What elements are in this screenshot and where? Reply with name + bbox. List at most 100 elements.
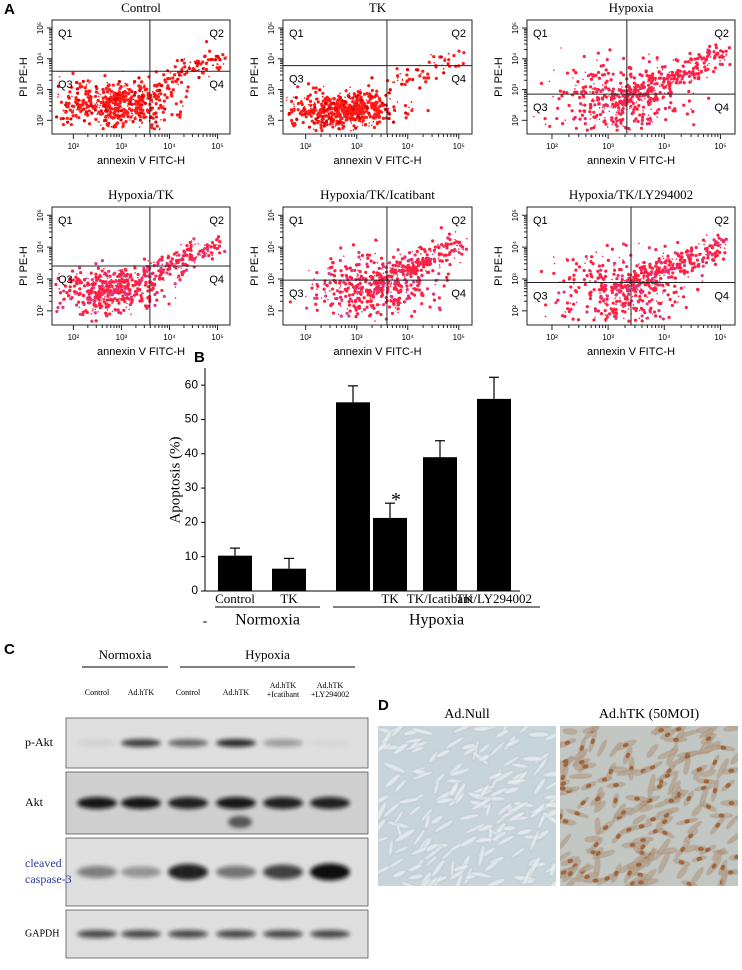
event-dot <box>600 312 603 315</box>
event-dot <box>151 281 153 283</box>
event-dot <box>306 97 309 100</box>
event-dot <box>703 244 705 246</box>
event-dot <box>651 79 654 82</box>
event-dot <box>160 119 162 121</box>
event-dot <box>136 100 139 103</box>
western-blot: NormoxiaHypoxiaControlAd.hTKControlAd.hT… <box>25 647 368 958</box>
event-dot <box>599 118 601 120</box>
event-dot <box>357 269 359 271</box>
event-dot <box>687 276 689 278</box>
event-dot <box>366 300 369 303</box>
event-dot <box>107 84 110 87</box>
event-dot <box>335 114 338 117</box>
event-dot <box>432 55 435 58</box>
event-dot <box>206 62 208 64</box>
event-dot <box>403 269 406 272</box>
event-dot <box>173 73 176 76</box>
event-dot <box>305 296 307 298</box>
event-dot <box>454 239 456 241</box>
event-dot <box>180 81 183 84</box>
event-dot <box>354 278 357 281</box>
event-dot <box>409 284 412 287</box>
event-dot <box>328 106 331 109</box>
event-dot <box>54 283 57 286</box>
event-dot <box>139 115 142 118</box>
event-dot <box>455 240 458 243</box>
event-dot <box>684 269 686 271</box>
event-dot <box>89 110 91 112</box>
event-dot <box>610 106 612 108</box>
event-dot <box>669 261 672 264</box>
event-dot <box>184 58 186 60</box>
event-dot <box>157 83 160 86</box>
event-dot <box>77 99 80 102</box>
event-dot <box>91 313 93 315</box>
event-dot <box>674 277 677 280</box>
event-dot <box>697 72 700 75</box>
event-dot <box>655 80 657 82</box>
event-dot <box>332 311 335 314</box>
event-dot <box>297 108 300 111</box>
event-dot <box>714 257 716 259</box>
event-dot <box>540 82 543 85</box>
x-axis-label: annexin V FITC-H <box>587 346 675 358</box>
event-dot <box>616 111 618 113</box>
event-dot <box>155 115 158 118</box>
event-dot <box>143 84 145 86</box>
band <box>216 930 256 938</box>
y-tick-label: 10⁴ <box>511 240 520 253</box>
event-dot <box>702 280 704 282</box>
event-dot <box>359 286 362 289</box>
x-tick-label: TK/LY294002 <box>456 591 532 606</box>
event-dot <box>641 319 644 322</box>
y-tick-label: 10³ <box>36 83 45 95</box>
event-dot <box>440 226 443 229</box>
group-label: Hypoxia <box>409 612 464 629</box>
event-dot <box>450 242 453 245</box>
event-dot <box>309 104 312 107</box>
event-dot <box>105 115 107 117</box>
event-dot <box>110 107 113 110</box>
event-dot <box>378 115 381 118</box>
event-dot <box>401 264 404 267</box>
event-dot <box>376 110 379 113</box>
event-dot <box>98 101 100 103</box>
event-dot <box>324 102 327 105</box>
event-dot <box>657 266 660 269</box>
event-dot <box>433 260 435 262</box>
event-dot <box>564 311 566 313</box>
event-dot <box>437 272 440 275</box>
event-dot <box>690 62 692 64</box>
event-dot <box>656 56 659 59</box>
event-dot <box>667 83 670 86</box>
plot-title: Hypoxia/TK/LY294002 <box>569 187 693 202</box>
x-tick-label: 10⁴ <box>658 333 671 342</box>
event-dot <box>724 56 726 58</box>
panel-label: B <box>194 349 205 366</box>
event-dot <box>404 266 406 268</box>
event-dot <box>90 320 93 323</box>
event-dot <box>340 285 342 287</box>
event-dot <box>151 272 154 275</box>
event-dot <box>596 59 598 61</box>
event-dot <box>344 265 347 268</box>
event-dot <box>400 83 403 86</box>
quadrant-label: Q2 <box>451 28 466 40</box>
y-tick-label: 10⁴ <box>36 240 45 253</box>
quadrant-label: Q4 <box>451 288 466 300</box>
event-dot <box>662 317 665 320</box>
event-dot <box>151 101 153 103</box>
x-tick-label: 10⁵ <box>453 333 465 342</box>
event-dot <box>80 100 82 102</box>
event-dot <box>190 244 193 247</box>
event-dot <box>223 250 226 253</box>
event-dot <box>606 244 609 247</box>
plot-title: Control <box>121 0 161 15</box>
event-dot <box>583 55 586 58</box>
event-dot <box>218 245 221 248</box>
event-dot <box>426 287 429 290</box>
event-dot <box>696 264 699 267</box>
event-dot <box>703 61 706 64</box>
row-label: Akt <box>25 795 44 809</box>
event-dot <box>92 286 95 289</box>
